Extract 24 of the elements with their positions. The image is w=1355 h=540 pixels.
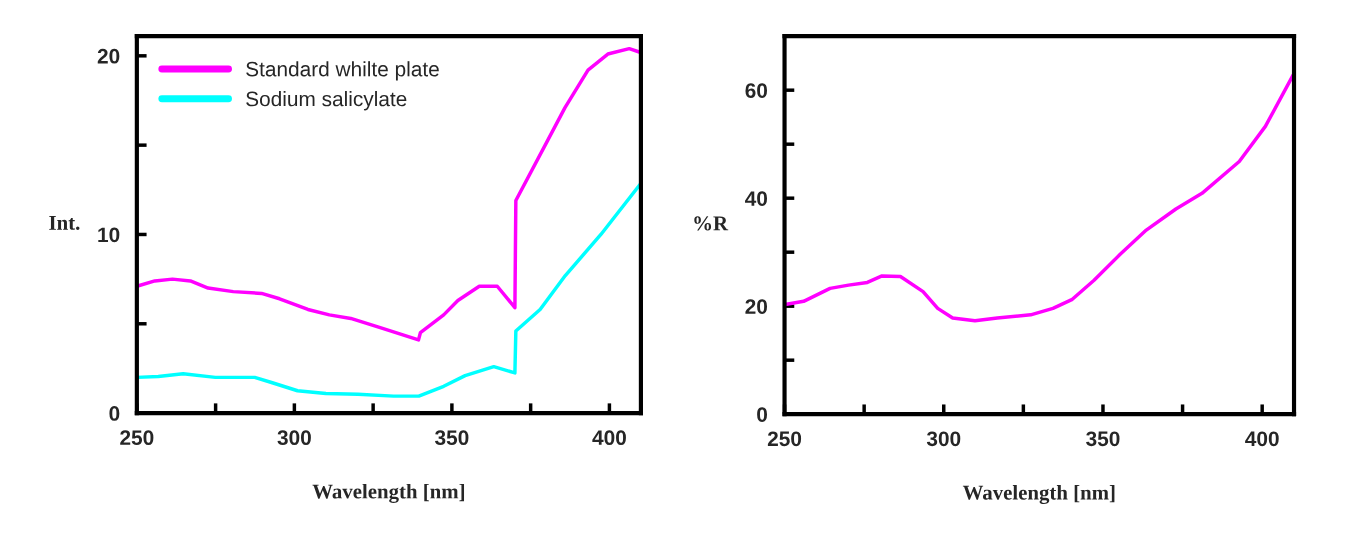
y-axis-title: Int.	[49, 216, 80, 230]
y-tick-label: 20	[97, 48, 120, 64]
line-series	[136, 182, 641, 398]
x-tick-label: 350	[1086, 431, 1120, 447]
x-tick-label: 250	[767, 431, 802, 447]
x-tick-label: 400	[592, 430, 626, 446]
y-tick-label: 40	[745, 191, 768, 206]
y-tick-label: 0	[109, 406, 120, 421]
x-tick-label: 300	[926, 431, 961, 447]
y-tick-label: 0	[757, 407, 768, 422]
line-series	[784, 73, 1295, 323]
y-tick-label: 10	[98, 227, 120, 243]
x-tick-label: 350	[434, 430, 469, 446]
y-tick-label: 60	[745, 83, 768, 98]
legend-label: Sodium salicylate	[246, 91, 407, 111]
line-series	[136, 46, 641, 342]
y-axis-title: %R	[694, 216, 729, 231]
legend-label: Standard whilte plate	[246, 61, 439, 81]
x-tick-label: 300	[277, 430, 311, 446]
x-axis-title: Wavelength [nm]	[962, 484, 1115, 505]
y-tick-label: 20	[745, 299, 768, 314]
x-tick-label: 400	[1245, 431, 1279, 447]
x-tick-label: 250	[120, 430, 154, 446]
x-axis-title: Wavelength [nm]	[312, 483, 465, 503]
